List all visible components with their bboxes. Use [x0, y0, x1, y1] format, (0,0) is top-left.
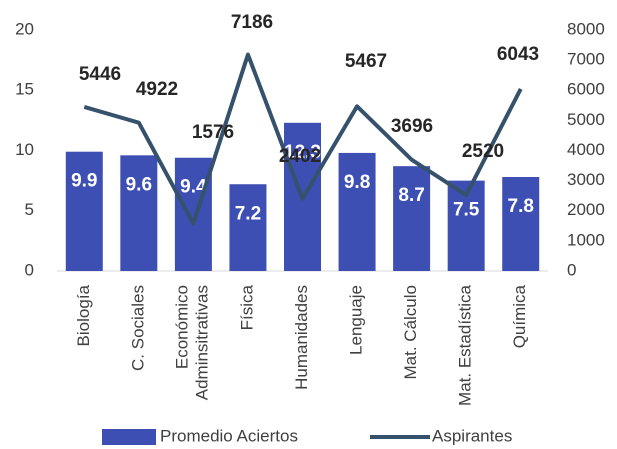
bar-label: 9.4	[180, 177, 207, 198]
y2-tick-label: 3000	[567, 170, 605, 189]
y-tick-label: 5	[25, 200, 34, 219]
bar-label: 9.9	[71, 171, 97, 192]
y-tick-label: 20	[15, 19, 34, 38]
line-label: 5446	[79, 64, 121, 85]
x-tick-label: Mat. Cálculo	[401, 285, 420, 379]
x-tick-label: Humanidades	[292, 285, 311, 390]
bar-label: 9.8	[344, 172, 370, 193]
bar-label: 7.5	[453, 200, 480, 221]
bar	[393, 166, 431, 271]
y2-tick-label: 7000	[567, 50, 605, 69]
bar-label: 7.2	[235, 203, 261, 224]
x-tick-label: Biología	[74, 284, 93, 346]
y-tick-label: 0	[25, 260, 34, 279]
bar	[65, 151, 103, 271]
line-label: 2402	[279, 146, 321, 167]
y2-tick-label: 5000	[567, 110, 605, 129]
line-label: 7186	[231, 12, 273, 33]
legend-swatch	[102, 429, 156, 445]
x-tick-label: C. Sociales	[128, 285, 147, 371]
y2-tick-label: 0	[567, 260, 576, 279]
bar-label: 8.7	[398, 185, 424, 206]
x-tick-label: EconómicoAdminsitrativas	[173, 285, 212, 400]
bar	[338, 152, 376, 271]
y2-tick-label: 6000	[567, 80, 605, 99]
x-tick-label: Química	[510, 284, 529, 348]
bar	[229, 184, 267, 271]
bar-label: 9.6	[126, 174, 152, 195]
y2-tick-label: 4000	[567, 140, 605, 159]
bar-label: 7.8	[508, 196, 534, 217]
line-label: 1576	[192, 122, 234, 143]
y-tick-label: 15	[15, 80, 34, 99]
bar	[174, 157, 212, 271]
x-tick-label: Mat. Estadística	[456, 284, 475, 405]
legend-label: Aspirantes	[432, 426, 512, 445]
y2-tick-label: 1000	[567, 230, 605, 249]
line-label: 6043	[497, 44, 539, 65]
x-tick-label: Física	[237, 284, 256, 330]
bar-label: 12.3	[284, 142, 321, 163]
line-label: 2520	[462, 141, 504, 162]
line-label: 3696	[391, 116, 433, 137]
x-tick-label: Lenguaje	[347, 285, 366, 355]
line	[83, 52, 523, 226]
y-tick-label: 10	[15, 140, 34, 159]
y2-tick-label: 8000	[567, 19, 605, 38]
bar	[502, 177, 540, 271]
line-label: 4922	[136, 79, 178, 100]
legend-label: Promedio Aciertos	[160, 426, 298, 445]
y2-tick-label: 2000	[567, 200, 605, 219]
bar	[120, 155, 158, 271]
line-label: 5467	[345, 51, 387, 72]
